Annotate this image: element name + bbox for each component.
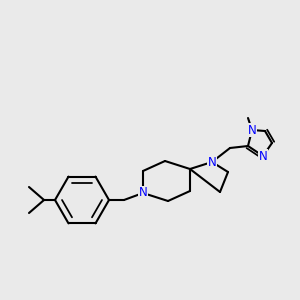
Text: N: N [259,149,267,163]
Text: N: N [139,187,147,200]
Text: N: N [208,155,216,169]
Text: N: N [248,124,256,136]
